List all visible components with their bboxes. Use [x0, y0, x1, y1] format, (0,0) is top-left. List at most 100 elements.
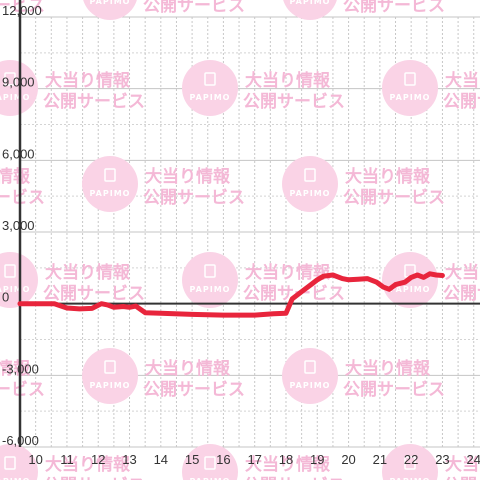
x-tick-label: 21 — [373, 452, 387, 467]
y-tick-label: -6,000 — [2, 433, 39, 448]
watermark-logo-icon — [282, 156, 338, 212]
watermark-brand: PAPIMO — [190, 285, 231, 294]
watermark-line2: 公開サービス — [143, 380, 245, 400]
x-tick-label: 20 — [341, 452, 355, 467]
watermark-line2: 公開サービス — [43, 92, 145, 112]
watermark-device-icon — [104, 360, 116, 374]
watermark-device-icon — [304, 168, 316, 182]
watermark-brand: PAPIMO — [0, 93, 30, 102]
watermark-line1: 大当り情報 — [45, 262, 131, 283]
watermark-line1: 大当り情報 — [245, 70, 331, 91]
watermark-line2: 公開サービス — [43, 284, 145, 304]
y-tick-label: 3,000 — [2, 218, 35, 233]
watermark-brand: PAPIMO — [190, 477, 231, 480]
watermark-device-icon — [4, 264, 16, 278]
x-tick-label: 17 — [247, 452, 261, 467]
watermark-brand: PAPIMO — [390, 93, 431, 102]
watermark-device-icon — [204, 264, 216, 278]
watermark-logo-icon — [382, 60, 438, 116]
watermark-brand: PAPIMO — [390, 285, 431, 294]
watermark-brand: PAPIMO — [290, 189, 331, 198]
x-tick-label: 15 — [185, 452, 199, 467]
watermark-device-icon — [4, 456, 16, 470]
watermark-logo-icon — [182, 60, 238, 116]
watermark-line2: 公開サービス — [0, 188, 45, 208]
x-tick-label: 23 — [435, 452, 449, 467]
watermark-line2: 公開サービス — [443, 476, 480, 480]
x-tick-label: 16 — [216, 452, 230, 467]
x-tick-label: 14 — [154, 452, 168, 467]
x-tick-label: 10 — [28, 452, 42, 467]
watermark-line1: 大当り情報 — [245, 454, 331, 475]
watermark-line2: 公開サービス — [143, 188, 245, 208]
watermark-line1: 大当り情報 — [0, 166, 31, 187]
watermark-line1: 大当り情報 — [145, 358, 231, 379]
watermark-line1: 大当り情報 — [245, 262, 331, 283]
tick-labels: -6,000 -3,000 0 3,000 6,000 9,000 12,000 10 11 12… — [2, 3, 480, 467]
x-tick-label: 22 — [404, 452, 418, 467]
watermark-line2: 公開サービス — [343, 380, 445, 400]
y-tick-label: 6,000 — [2, 146, 35, 161]
watermark-logo-icon — [283, 0, 337, 20]
watermark-line2: 公開サービス — [343, 188, 445, 208]
watermark-brand: PAPIMO — [0, 285, 30, 294]
watermark-brand: PAPIMO — [90, 0, 131, 6]
watermark-line2: 公開サービス — [0, 380, 45, 400]
watermark-line1: 大当り情報 — [345, 358, 431, 379]
watermark-line2: 公開サービス — [43, 476, 145, 480]
watermark-line2: 公開サービス — [243, 284, 345, 304]
x-tick-label: 19 — [310, 452, 324, 467]
watermark-brand: PAPIMO — [390, 477, 431, 480]
x-tick-label: 13 — [122, 452, 136, 467]
watermark-line1: 大当り情報 — [445, 262, 480, 283]
watermark-line1: 大当り情報 — [45, 70, 131, 91]
x-tick-label: 12 — [91, 452, 105, 467]
watermark-line1: 大当り情報 — [445, 70, 480, 91]
watermark-line2: 公開サービス — [143, 0, 245, 16]
watermark-line2: 公開サービス — [343, 0, 445, 16]
watermark-logo-icon — [182, 444, 238, 480]
watermark-logo-icon — [182, 252, 238, 308]
y-tick-label: 9,000 — [2, 75, 35, 90]
watermark-logo-icon — [0, 444, 38, 480]
watermark-device-icon — [204, 456, 216, 470]
watermark-line2: 公開サービス — [443, 284, 480, 304]
watermark-logo-icon — [382, 444, 438, 480]
watermark-device-icon — [304, 360, 316, 374]
watermark-line2: 公開サービス — [0, 0, 45, 16]
watermark-line2: 公開サービス — [443, 92, 480, 112]
watermark-line1: 大当り情報 — [345, 166, 431, 187]
watermark-line1: 大当り情報 — [145, 166, 231, 187]
watermark-logo-icon — [282, 348, 338, 404]
watermark-device-icon — [404, 456, 416, 470]
watermark-device-icon — [204, 72, 216, 86]
watermark-device-icon — [404, 72, 416, 86]
watermark-brand: PAPIMO — [0, 477, 30, 480]
watermark-brand: PAPIMO — [90, 189, 131, 198]
x-tick-label: 24 — [467, 452, 480, 467]
watermark-logo-icon — [83, 0, 137, 20]
watermark-brand: PAPIMO — [290, 0, 331, 6]
watermark-brand: PAPIMO — [90, 381, 131, 390]
watermark-device-icon — [4, 72, 16, 86]
watermark-logo-icon — [82, 348, 138, 404]
y-tick-label: 12,000 — [2, 3, 42, 18]
